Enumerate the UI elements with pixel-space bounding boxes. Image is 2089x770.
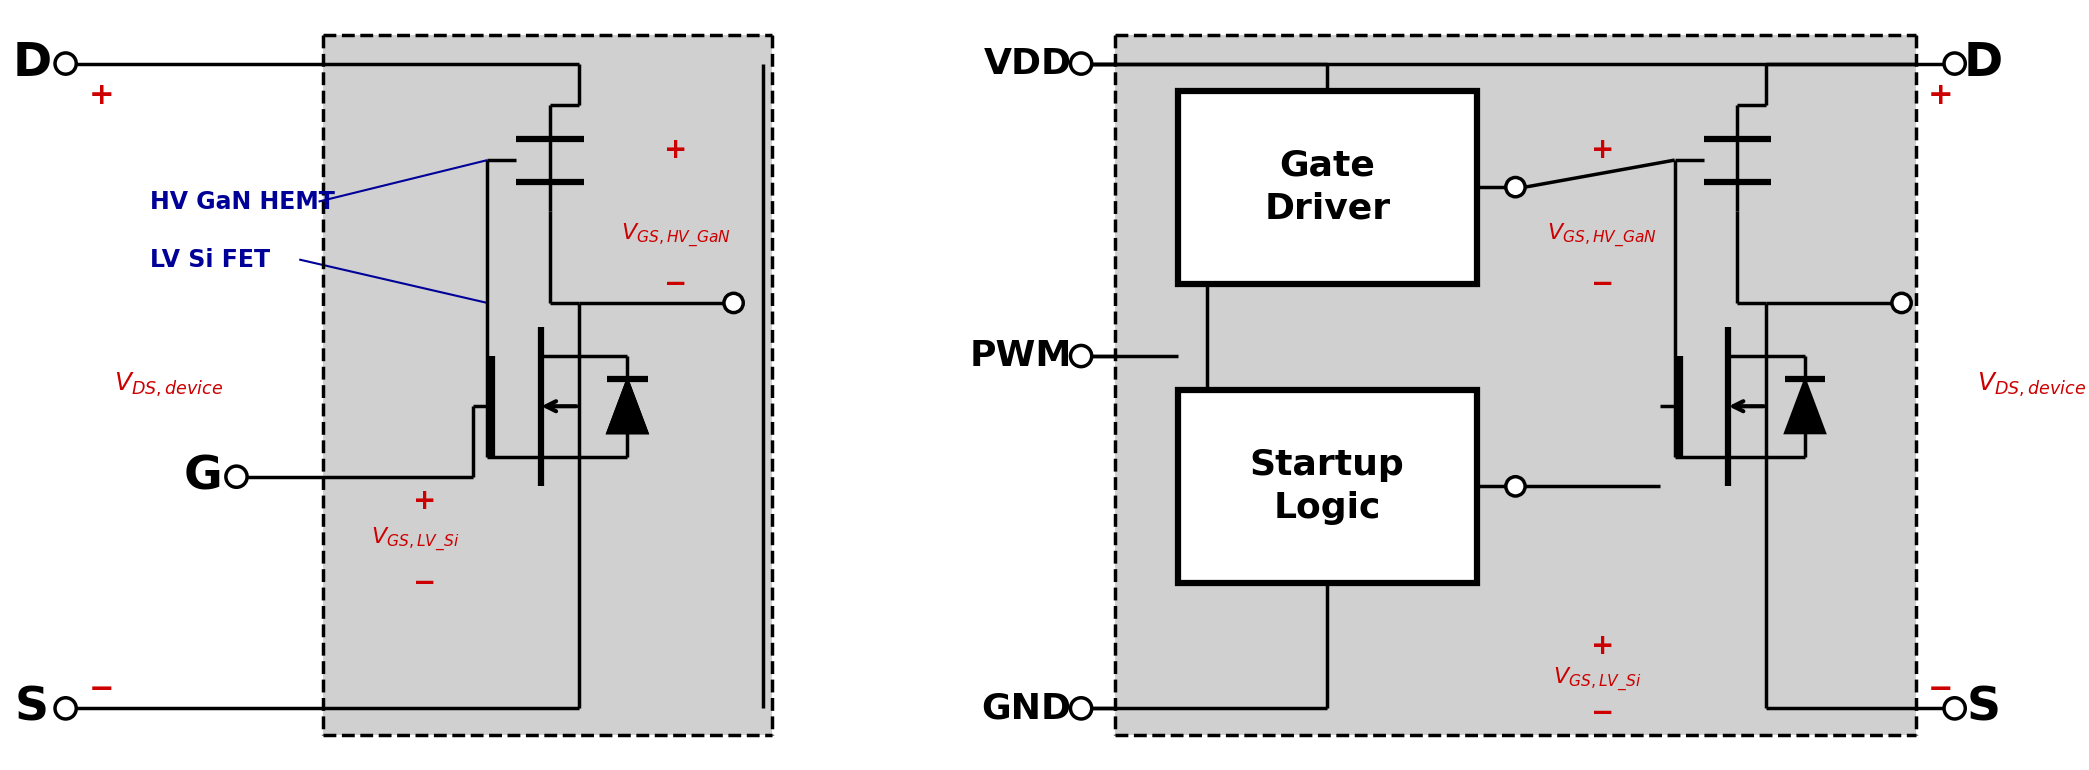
Text: S: S	[15, 686, 48, 731]
Text: $V_{GS,HV\_GaN}$: $V_{GS,HV\_GaN}$	[1548, 221, 1657, 249]
Text: $V_{GS,LV\_Si}$: $V_{GS,LV\_Si}$	[1554, 665, 1642, 694]
Text: Gate: Gate	[1278, 149, 1375, 183]
Text: D: D	[1964, 41, 2003, 86]
Text: $V_{GS,LV\_Si}$: $V_{GS,LV\_Si}$	[372, 525, 460, 554]
Bar	[324, 35, 773, 735]
Bar	[1116, 35, 1916, 735]
Circle shape	[54, 698, 77, 719]
Text: $V_{DS,device}$: $V_{DS,device}$	[115, 371, 224, 399]
Circle shape	[1070, 698, 1093, 719]
Circle shape	[1506, 177, 1525, 197]
Circle shape	[725, 293, 744, 313]
Text: −: −	[414, 569, 437, 597]
Text: −: −	[88, 675, 115, 704]
Bar	[1178, 390, 1477, 583]
Text: +: +	[1928, 81, 1953, 110]
Text: LV Si FET: LV Si FET	[150, 247, 269, 272]
Text: HV GaN HEMT: HV GaN HEMT	[150, 189, 334, 213]
Text: +: +	[1590, 631, 1615, 660]
Text: +: +	[88, 81, 115, 110]
Text: Driver: Driver	[1264, 192, 1391, 226]
Circle shape	[226, 466, 247, 487]
Circle shape	[1506, 477, 1525, 496]
Polygon shape	[608, 379, 648, 434]
Text: −: −	[1928, 675, 1953, 704]
Text: +: +	[1590, 136, 1615, 165]
Circle shape	[1893, 293, 1911, 313]
Circle shape	[1070, 346, 1093, 367]
Circle shape	[1945, 53, 1966, 74]
Text: PWM: PWM	[969, 339, 1072, 373]
Bar	[1178, 91, 1477, 283]
Text: S: S	[1966, 686, 2001, 731]
Text: D: D	[13, 41, 52, 86]
Polygon shape	[608, 379, 648, 434]
Circle shape	[54, 53, 77, 74]
Text: $V_{GS,HV\_GaN}$: $V_{GS,HV\_GaN}$	[620, 221, 731, 249]
Text: G: G	[184, 454, 221, 499]
Text: GND: GND	[982, 691, 1072, 725]
Text: −: −	[664, 270, 687, 298]
Text: Startup: Startup	[1249, 448, 1404, 482]
Text: −: −	[1590, 699, 1615, 727]
Polygon shape	[1784, 379, 1826, 434]
Text: −: −	[1590, 270, 1615, 298]
Text: +: +	[664, 136, 687, 165]
Text: +: +	[414, 487, 437, 515]
Text: VDD: VDD	[984, 46, 1072, 81]
Circle shape	[1070, 53, 1093, 74]
Text: $V_{DS,device}$: $V_{DS,device}$	[1976, 371, 2087, 399]
Text: Logic: Logic	[1274, 490, 1381, 524]
Circle shape	[1945, 698, 1966, 719]
